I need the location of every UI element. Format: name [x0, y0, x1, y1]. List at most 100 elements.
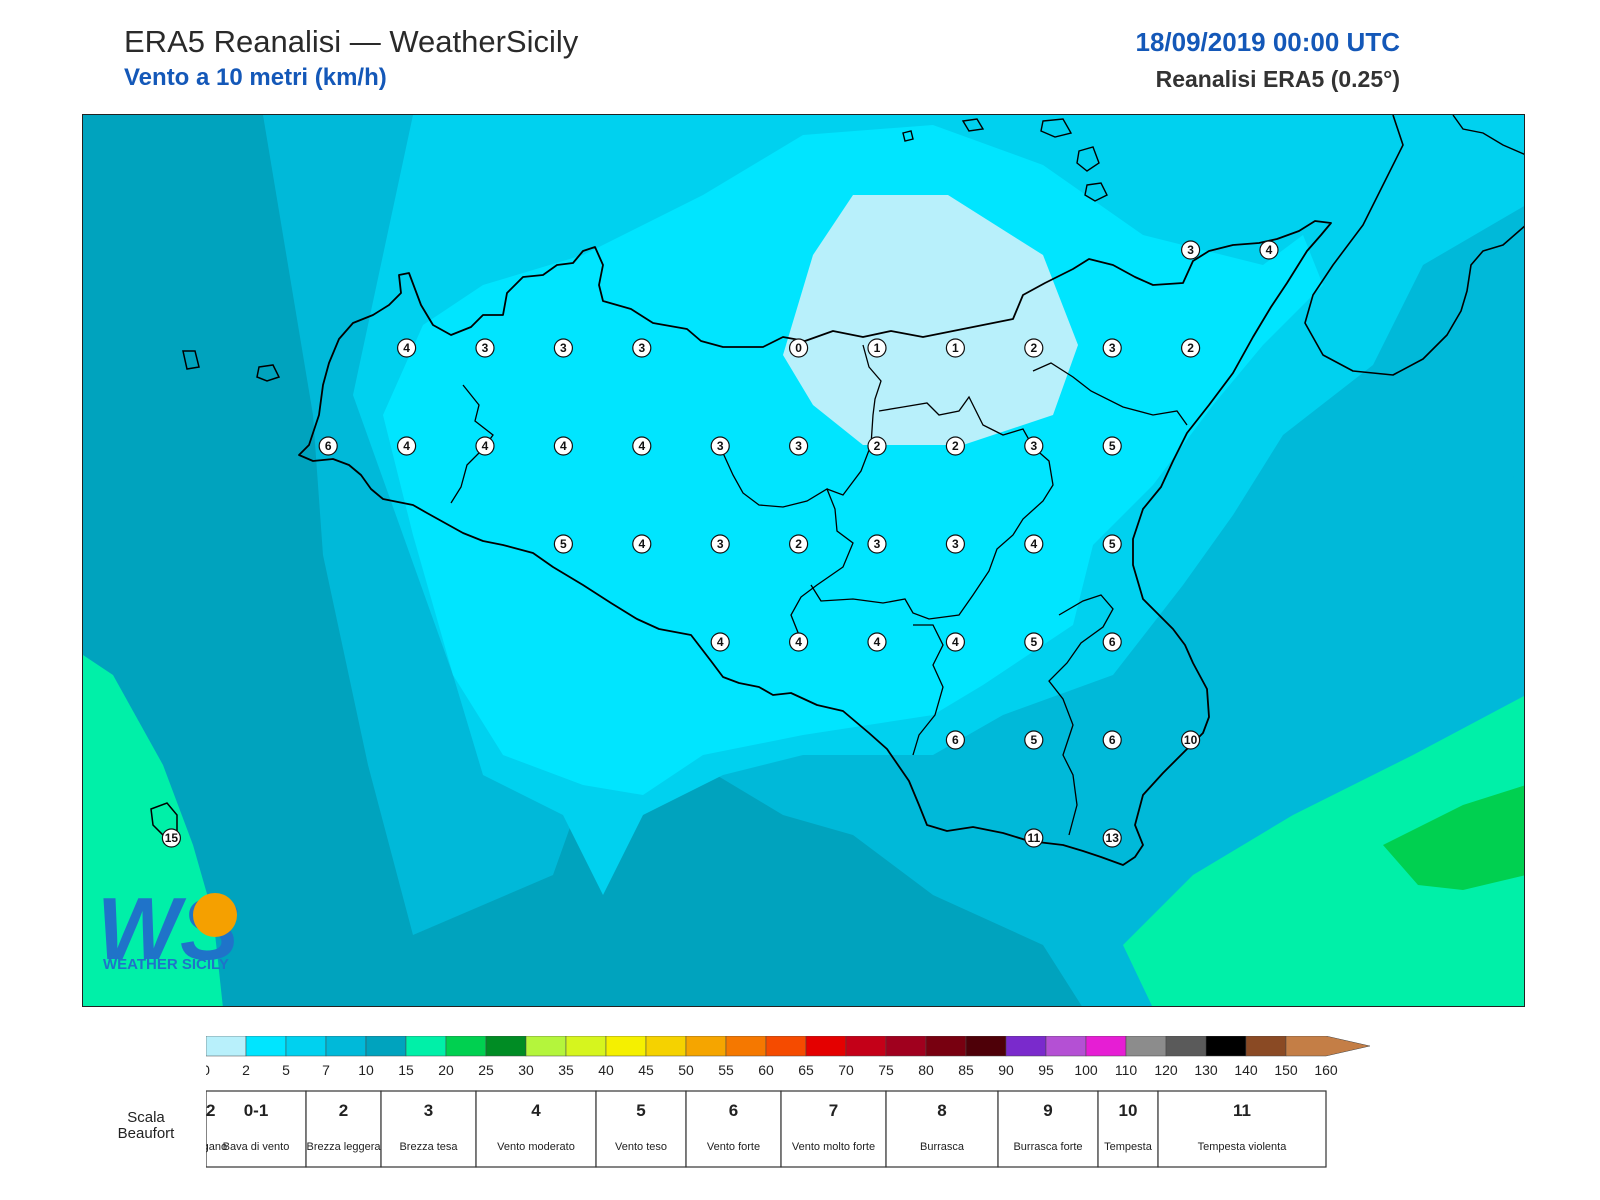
beaufort-class: 6 Vento forte: [685, 1090, 782, 1168]
beaufort-description: Vento molto forte: [792, 1141, 875, 1153]
station-value: 3: [945, 534, 966, 554]
station-label: 2: [952, 439, 959, 453]
station-marker: [1102, 534, 1122, 554]
station-value: 4: [397, 338, 417, 358]
colorbar-cell: [765, 1035, 807, 1057]
colorbar-svg: 0257101520253035404550556065707580859095…: [202, 1035, 1371, 1078]
station-marker: [632, 436, 652, 456]
station-value: 3: [867, 534, 887, 554]
station-value: 6: [1102, 730, 1122, 750]
beaufort-description: Burrasca forte: [1013, 1141, 1082, 1153]
colorbar-cell: [725, 1035, 767, 1057]
data-source: Reanalisi ERA5 (0.25°): [1155, 66, 1400, 92]
lipari-island: [1076, 146, 1100, 172]
station-marker: [553, 534, 573, 554]
colorbar-cell: [1045, 1035, 1087, 1057]
station-marker: [475, 436, 495, 456]
station-value: 5: [1102, 436, 1122, 456]
station-value: 1: [945, 338, 966, 358]
beaufort-description: Bava di vento: [223, 1141, 290, 1153]
station-value: 3: [553, 338, 573, 358]
station-label: 3: [717, 439, 724, 453]
station-label: 4: [638, 439, 645, 453]
beaufort-number: 3: [424, 1101, 433, 1120]
colorbar-tick-label: 100: [1074, 1062, 1098, 1078]
wind-map-canvas: WS WEATHER SICILY 3 44 3 3 3 0 1 1 2 3 26 4 4 4 4 3 3 2 2 3…: [83, 115, 1524, 1006]
beaufort-class: 3 Brezza tesa: [380, 1090, 477, 1168]
station-marker: [788, 632, 809, 652]
station-value: 2: [1024, 338, 1044, 358]
station-marker: [710, 534, 730, 554]
station-value: 4: [788, 632, 809, 652]
station-value: 2: [1180, 338, 1201, 358]
colorbar-tick-label: 75: [878, 1062, 894, 1078]
beaufort-class: 7 Vento molto forte: [780, 1090, 887, 1168]
beaufort-number: 12: [206, 1101, 215, 1120]
map-subtitle: Vento a 10 metri (km/h): [124, 64, 387, 91]
colorbar-tick-label: 45: [638, 1062, 654, 1078]
beaufort-class: 8 Burrasca: [885, 1090, 999, 1168]
colorbar-tick-label: 50: [678, 1062, 694, 1078]
beaufort-description: Brezza leggera: [307, 1141, 382, 1153]
station-label: 6: [952, 733, 959, 747]
beaufort-description: Tempesta: [1104, 1141, 1153, 1153]
station-value: 2: [945, 436, 966, 456]
station-value: 4: [632, 436, 652, 456]
station-values: 3 44 3 3 3 0 1 1 2 3 26 4 4 4 4 3 3 2 2 3 55 4 3 2 3 3 4 54 4 4 4 5 66 5 6…: [161, 240, 1279, 848]
colorbar-cell: [1165, 1035, 1207, 1057]
alicudi-island: [961, 118, 985, 132]
station-value: 6: [1102, 632, 1122, 652]
station-marker: [1024, 534, 1044, 554]
beaufort-scale: 0-1 Bava di vento 2 Brezza leggera 3 Brezza t…: [185, 1090, 1386, 1175]
station-label: 4: [403, 341, 410, 355]
station-value: 4: [397, 436, 417, 456]
station-marker: [1024, 338, 1044, 358]
station-marker: [553, 338, 573, 358]
station-marker: [1024, 436, 1044, 456]
beaufort-box: [595, 1090, 687, 1168]
station-marker: [1024, 730, 1044, 750]
station-label: 3: [482, 341, 489, 355]
station-label: 15: [165, 831, 179, 845]
station-label: 2: [874, 439, 881, 453]
station-marker: [632, 534, 652, 554]
colorbar-cell: [965, 1035, 1007, 1057]
colorbar-tick-label: 35: [558, 1062, 574, 1078]
beaufort-description: Burrasca: [920, 1141, 965, 1153]
station-marker: [945, 730, 966, 750]
colorbar-tick-label: 90: [998, 1062, 1014, 1078]
beaufort-description: Uragano: [206, 1141, 227, 1153]
colorbar-tick-label: 80: [918, 1062, 934, 1078]
beaufort-box: [205, 1090, 307, 1168]
colorbar-cell: [565, 1035, 607, 1057]
beaufort-description: Tempesta violenta: [1198, 1141, 1288, 1153]
beaufort-class: 10 Tempesta: [1097, 1090, 1159, 1168]
calabria-coastline: [1304, 115, 1524, 376]
beaufort-number: 6: [729, 1101, 738, 1120]
station-label: 4: [638, 537, 645, 551]
calabria-north-coastline: [1452, 115, 1524, 155]
beaufort-number: 9: [1043, 1101, 1052, 1120]
colorbar-tick-label: 10: [358, 1062, 374, 1078]
station-value: 15: [161, 828, 182, 848]
station-value: 3: [710, 534, 730, 554]
colorbar-tick-label: 150: [1274, 1062, 1298, 1078]
colorbar-cell: [845, 1035, 887, 1057]
colorbar-tick-label: 110: [1115, 1062, 1138, 1078]
colorbar-cell: [1085, 1035, 1127, 1057]
colorbar-tick-label: 160: [1314, 1062, 1338, 1078]
salina-island: [1040, 118, 1073, 138]
station-label: 3: [1109, 341, 1116, 355]
colorbar-tick-label: 5: [282, 1062, 290, 1078]
station-value: 3: [632, 338, 652, 358]
station-marker: [788, 534, 809, 554]
logo-text: WEATHER SICILY: [103, 956, 229, 973]
station-marker: [475, 338, 495, 358]
colorbar-tick-label: 40: [598, 1062, 614, 1078]
station-label: 5: [1030, 733, 1037, 747]
station-value: 1: [867, 338, 887, 358]
field-calm: [783, 195, 1078, 445]
beaufort-number: 10: [1119, 1101, 1138, 1120]
station-marker: [397, 436, 417, 456]
